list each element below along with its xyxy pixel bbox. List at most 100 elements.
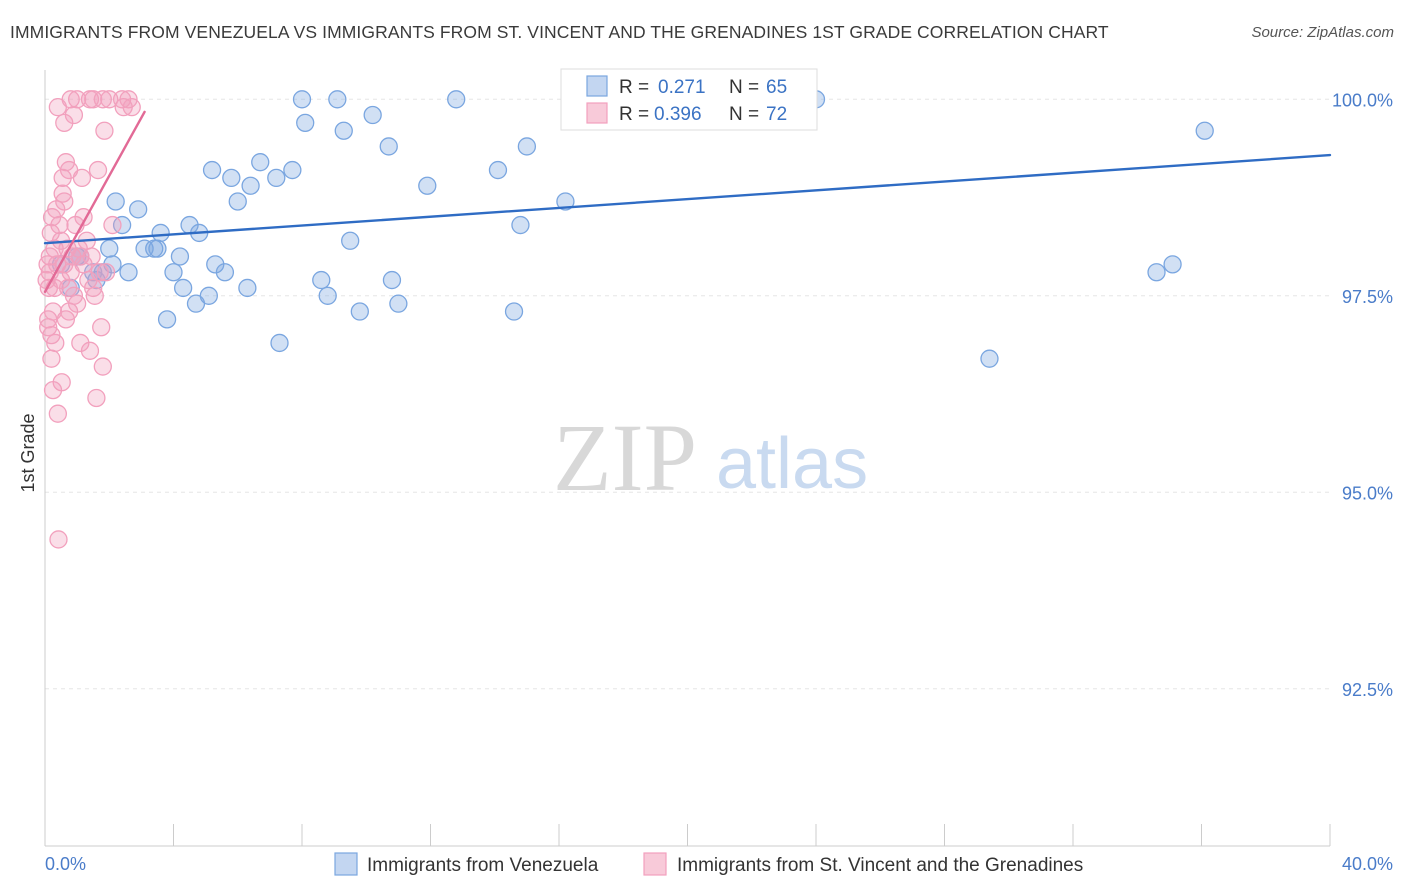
- venezuela-point: [241, 176, 260, 195]
- venezuela-point: [148, 239, 167, 258]
- venezuela-point: [296, 113, 315, 133]
- legend-r-value-1: 0.271: [658, 77, 706, 98]
- y-tick-labels: 100.0% 97.5% 95.0% 92.5%: [1332, 90, 1393, 700]
- venezuela-point: [511, 215, 530, 235]
- y-axis-label: 1st Grade: [18, 413, 38, 492]
- st-vincent-point: [50, 215, 69, 235]
- venezuela-point: [170, 247, 190, 266]
- legend-n-value-2: 72: [766, 104, 787, 125]
- st-vincent-point: [67, 90, 87, 109]
- venezuela-point: [100, 239, 119, 258]
- venezuela-point: [222, 168, 241, 188]
- venezuela-point: [238, 278, 257, 298]
- series-legend: Immigrants from Venezuela Immigrants fro…: [334, 852, 1083, 876]
- venezuela-trend-line: [43, 153, 1332, 245]
- venezuela-point: [418, 176, 437, 195]
- st-vincent-point: [93, 357, 112, 376]
- series-legend-st-vincent: Immigrants from St. Vincent and the Gren…: [677, 855, 1083, 876]
- st-vincent-point: [103, 215, 122, 235]
- venezuela-point: [341, 231, 360, 250]
- venezuela-point: [1195, 121, 1214, 140]
- venezuela-point: [1147, 263, 1166, 282]
- venezuela-point: [135, 239, 154, 258]
- venezuela-point: [151, 223, 170, 243]
- venezuela-point: [199, 286, 218, 305]
- legend-r-label-1: R =: [619, 77, 649, 98]
- legend-n-value-1: 65: [766, 77, 787, 98]
- venezuela-point: [382, 270, 402, 290]
- venezuela-point: [488, 160, 508, 180]
- st-vincent-trend-line: [43, 110, 146, 294]
- venezuela-point: [202, 160, 222, 180]
- st-vincent-point: [55, 192, 74, 211]
- y-tick-label: 100.0%: [1332, 90, 1393, 110]
- st-vincent-point: [92, 318, 111, 337]
- venezuela-point: [267, 168, 286, 188]
- st-vincent-point: [85, 286, 104, 305]
- venezuela-point: [173, 278, 193, 298]
- legend-n-label-2: N =: [729, 104, 759, 125]
- venezuela-point: [157, 310, 177, 329]
- venezuela-point: [447, 90, 466, 109]
- venezuela-point: [379, 137, 398, 156]
- venezuela-point: [112, 215, 132, 235]
- series-legend-swatch-venezuela: [334, 852, 358, 876]
- venezuela-point: [1163, 255, 1182, 274]
- st-vincent-point: [122, 98, 141, 117]
- y-tick-label: 95.0%: [1342, 483, 1393, 503]
- venezuela-point: [363, 105, 382, 125]
- venezuela-point: [283, 160, 302, 180]
- correlation-legend: R = 0.271 N = 65 R = 0.396 N = 72: [560, 68, 818, 131]
- chart-title: IMMIGRANTS FROM VENEZUELA VS IMMIGRANTS …: [10, 22, 1109, 42]
- st-vincent-point: [42, 349, 61, 368]
- st-vincent-point: [88, 160, 108, 180]
- venezuela-point: [129, 200, 148, 219]
- venezuela-point: [980, 349, 999, 368]
- venezuela-point: [517, 137, 537, 156]
- venezuela-point: [292, 90, 312, 109]
- legend-swatch-venezuela: [586, 75, 608, 97]
- venezuela-point: [106, 192, 125, 211]
- venezuela-point: [504, 302, 524, 321]
- watermark-atlas: atlas: [716, 424, 868, 504]
- x-tick-label-min: 0.0%: [45, 854, 86, 874]
- source-credit: Source: ZipAtlas.com: [1251, 24, 1394, 41]
- st-vincent-point: [95, 121, 114, 140]
- series-legend-swatch-st-vincent: [643, 852, 667, 876]
- st-vincent-point: [52, 373, 71, 392]
- st-vincent-point: [100, 90, 119, 109]
- venezuela-point: [228, 192, 247, 211]
- y-tick-label: 92.5%: [1342, 680, 1393, 700]
- st-vincent-point: [49, 530, 68, 549]
- st-vincent-point: [48, 404, 67, 423]
- legend-r-value-2: 0.396: [654, 104, 702, 125]
- st-vincent-point: [72, 168, 92, 188]
- series-legend-venezuela: Immigrants from Venezuela: [367, 855, 599, 876]
- st-vincent-point: [90, 263, 109, 282]
- legend-r-label-2: R =: [619, 104, 649, 125]
- y-tick-label: 97.5%: [1342, 287, 1393, 307]
- venezuela-point: [318, 286, 337, 305]
- st-vincent-point: [46, 333, 65, 353]
- legend-swatch-st-vincent: [586, 102, 608, 124]
- venezuela-point: [312, 270, 331, 290]
- venezuela-point: [164, 263, 183, 282]
- venezuela-point: [389, 294, 408, 313]
- legend-n-label-1: N =: [729, 77, 759, 98]
- st-vincent-point: [64, 105, 84, 125]
- venezuela-point: [251, 153, 270, 172]
- trend-lines: [43, 110, 1332, 294]
- venezuela-point: [334, 121, 353, 140]
- st-vincent-point: [84, 90, 103, 109]
- venezuela-point: [215, 263, 235, 282]
- st-vincent-point: [93, 90, 112, 109]
- st-vincent-points: [37, 90, 141, 549]
- gridlines: [45, 98, 1330, 690]
- st-vincent-point: [80, 341, 100, 360]
- x-tick-label-max: 40.0%: [1342, 854, 1393, 874]
- venezuela-point: [119, 263, 138, 282]
- venezuela-point: [350, 302, 369, 321]
- watermark-zip: ZIP: [553, 404, 697, 511]
- venezuela-point: [328, 90, 347, 109]
